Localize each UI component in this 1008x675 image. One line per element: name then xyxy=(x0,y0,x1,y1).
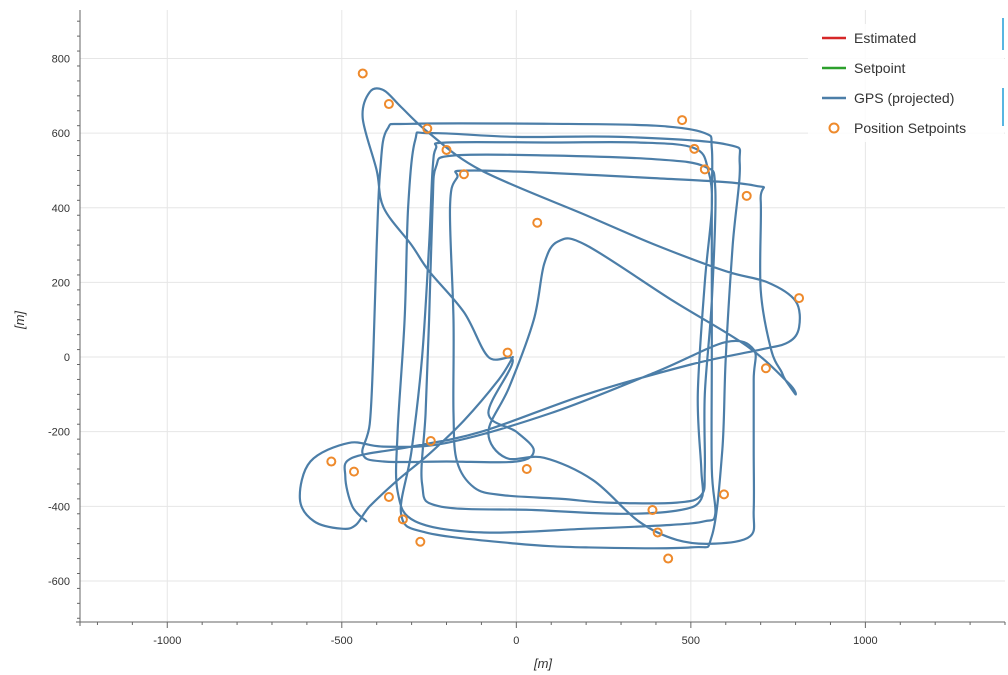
legend-label: GPS (projected) xyxy=(854,90,954,106)
position-setpoint-marker xyxy=(397,514,408,525)
position-setpoint-marker xyxy=(647,505,658,516)
x-tick-label: 0 xyxy=(513,635,519,647)
position-setpoint-marker xyxy=(415,536,426,547)
x-tick-label: -1000 xyxy=(153,635,181,647)
position-setpoint-marker xyxy=(422,123,433,134)
position-setpoint-marker xyxy=(326,456,337,467)
position-setpoint-marker xyxy=(760,363,771,374)
position-setpoint-marker xyxy=(663,553,674,564)
y-tick-label: 0 xyxy=(64,352,70,364)
position-setpoint-marker xyxy=(383,491,394,502)
position-setpoint-marker xyxy=(677,115,688,126)
position-setpoint-marker xyxy=(699,164,710,175)
position-setpoint-marker xyxy=(521,464,532,474)
y-tick-label: -400 xyxy=(48,501,70,513)
y-tick-label: 400 xyxy=(52,203,70,215)
position-setpoint-marker xyxy=(652,527,663,538)
position-setpoint-marker xyxy=(689,143,700,154)
position-setpoint-marker xyxy=(458,169,469,180)
position-setpoint-marker xyxy=(441,144,452,155)
legend: Estimated Setpoint GPS (projected) Position… xyxy=(808,18,1004,142)
series-layer xyxy=(298,87,801,550)
x-tick-label: 1000 xyxy=(853,635,877,647)
position-setpoint-marker xyxy=(532,217,543,228)
position-setpoint-marker xyxy=(349,466,360,477)
x-tick-label: -500 xyxy=(331,635,353,647)
legend-swatch-circle xyxy=(828,122,840,134)
position-setpoint-marker xyxy=(794,293,805,304)
setpoint-markers xyxy=(326,68,805,564)
position-setpoint-marker xyxy=(502,347,513,358)
y-tick-label: 800 xyxy=(52,54,70,66)
y-tick-label: -200 xyxy=(48,427,70,439)
legend-label: Estimated xyxy=(854,30,916,46)
position-setpoint-marker xyxy=(383,99,394,110)
legend-label: Position Setpoints xyxy=(854,120,966,136)
position-setpoint-marker xyxy=(719,489,730,500)
legend-box xyxy=(808,24,1004,142)
y-tick-label: 600 xyxy=(52,128,70,140)
y-tick-label: 200 xyxy=(52,277,70,289)
position-setpoint-marker xyxy=(741,190,752,201)
position-setpoint-marker xyxy=(357,68,368,79)
legend-label: Setpoint xyxy=(854,60,905,76)
axes: -1000 -500 0 500 1000 -600 -400 -200 0 200 400 600 8… xyxy=(48,10,1006,647)
x-axis-label: [m] xyxy=(533,656,552,671)
y-axis-label: [m] xyxy=(12,311,27,330)
y-tick-label: -600 xyxy=(48,576,70,588)
position-setpoint-marker xyxy=(425,436,436,447)
gps-projected-line xyxy=(298,87,801,550)
x-tick-label: 500 xyxy=(682,635,700,647)
